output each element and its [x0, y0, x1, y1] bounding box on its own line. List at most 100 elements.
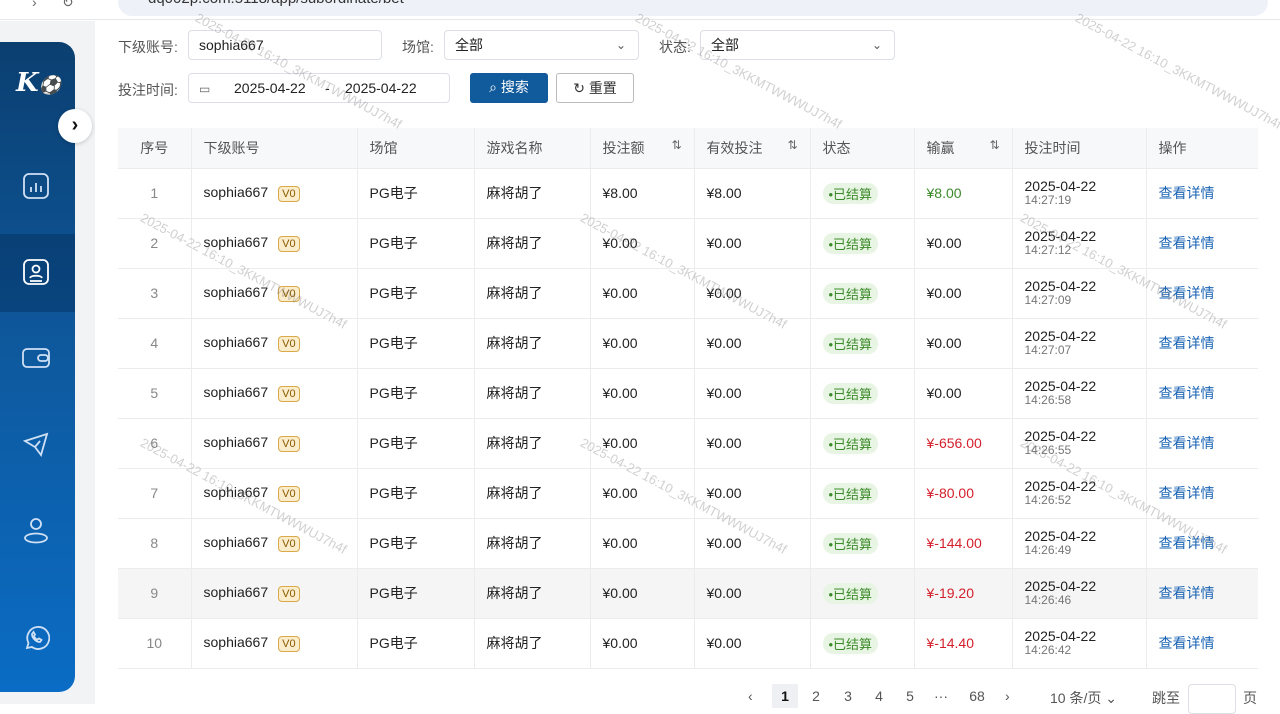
page-button[interactable]: 3: [844, 688, 852, 704]
column-header[interactable]: 输赢 ⇅: [914, 128, 1013, 169]
bet-time-cell: 2025-04-22 14:27:07: [1012, 318, 1147, 369]
vip-badge: V0: [278, 636, 300, 652]
bet-time: 14:27:19: [1024, 193, 1072, 207]
page-size-select[interactable]: 10 条/页 ⌄: [1050, 688, 1117, 708]
win-loss: ¥-144.00: [914, 518, 1013, 569]
win-loss: ¥-80.00: [914, 468, 1013, 519]
prev-page-button[interactable]: ‹: [748, 688, 753, 704]
bet-time-cell: 2025-04-22 14:26:46: [1012, 568, 1147, 619]
action-cell: 查看详情: [1146, 218, 1258, 269]
account: sophia667: [203, 384, 269, 400]
bet-amount: ¥0.00: [590, 618, 695, 669]
view-details-link[interactable]: 查看详情: [1158, 185, 1215, 201]
page-button[interactable]: ···: [934, 688, 948, 704]
view-details-link[interactable]: 查看详情: [1158, 635, 1215, 651]
table-row: 1 sophia667 V0 PG电子 麻将胡了 ¥8.00 ¥8.00 •已结算…: [118, 168, 1258, 219]
bet-date: 2025-04-22: [1024, 428, 1097, 444]
bet-time: 14:26:46: [1024, 593, 1072, 607]
status-cell: •已结算: [810, 268, 915, 319]
address-bar[interactable]: dq002p.com:5118/app/subordinate/bet: [118, 0, 1268, 16]
page-button[interactable]: 5: [906, 688, 914, 704]
sort-icon[interactable]: ⇅: [787, 137, 798, 152]
account: sophia667: [203, 184, 269, 200]
view-details-link[interactable]: 查看详情: [1158, 485, 1215, 501]
venue-cell: PG电子: [357, 318, 475, 369]
valid-bet: ¥0.00: [694, 418, 811, 469]
row-index: 6: [118, 418, 192, 469]
column-header[interactable]: 有效投注 ⇅: [694, 128, 811, 169]
bet-amount: ¥8.00: [590, 168, 695, 219]
status-badge: •已结算: [822, 382, 879, 404]
expand-sidebar-button[interactable]: ›: [58, 109, 92, 143]
user-card-icon[interactable]: [22, 258, 50, 286]
column-header[interactable]: 投注额 ⇅: [590, 128, 695, 169]
date-end[interactable]: 2025-04-22: [345, 80, 417, 96]
account: sophia667: [203, 234, 269, 250]
bet-amount: ¥0.00: [590, 468, 695, 519]
status-badge: •已结算: [822, 532, 879, 554]
date-start[interactable]: 2025-04-22: [234, 80, 306, 96]
reload-icon[interactable]: ↻: [62, 0, 74, 10]
reset-icon: ↻: [573, 80, 589, 96]
reset-button[interactable]: ↻ 重置: [556, 73, 634, 103]
jump-input[interactable]: [1188, 684, 1236, 714]
date-range-picker[interactable]: ▭ 2025-04-22 - 2025-04-22: [188, 73, 450, 103]
table-row: 6 sophia667 V0 PG电子 麻将胡了 ¥0.00 ¥0.00 •已结算…: [118, 418, 1258, 469]
bet-time-cell: 2025-04-22 14:26:58: [1012, 368, 1147, 419]
sort-icon[interactable]: ⇅: [671, 137, 682, 152]
page-button[interactable]: 1: [772, 684, 798, 708]
row-index: 10: [118, 618, 192, 669]
bet-time: 14:27:12: [1024, 243, 1072, 257]
account: sophia667: [203, 434, 269, 450]
logo[interactable]: K⚽: [16, 68, 62, 98]
search-button[interactable]: ⌕ 搜索: [470, 73, 548, 103]
wallet-icon[interactable]: [22, 344, 50, 372]
telegram-icon[interactable]: [22, 430, 50, 458]
sort-icon[interactable]: ⇅: [989, 137, 1000, 152]
row-index: 1: [118, 168, 192, 219]
bet-date: 2025-04-22: [1024, 228, 1097, 244]
game-cell: 麻将胡了: [474, 268, 591, 319]
chart-icon[interactable]: [22, 172, 50, 200]
win-loss: ¥-19.20: [914, 568, 1013, 619]
view-details-link[interactable]: 查看详情: [1158, 335, 1215, 351]
account-label: 下级账号:: [118, 39, 178, 55]
page-button[interactable]: 68: [969, 688, 985, 704]
view-details-link[interactable]: 查看详情: [1158, 385, 1215, 401]
table-row: 4 sophia667 V0 PG电子 麻将胡了 ¥0.00 ¥0.00 •已结算…: [118, 318, 1258, 369]
venue-select[interactable]: 全部 ⌄: [444, 30, 639, 60]
back-icon[interactable]: ›: [32, 0, 37, 10]
win-loss: ¥0.00: [914, 268, 1013, 319]
page-size-value: 10 条/页: [1050, 690, 1102, 706]
status-select[interactable]: 全部 ⌄: [700, 30, 895, 60]
whatsapp-icon[interactable]: [22, 624, 50, 652]
account-input[interactable]: sophia667: [188, 30, 382, 60]
status-cell: •已结算: [810, 368, 915, 419]
page-button[interactable]: 2: [812, 688, 820, 704]
view-details-link[interactable]: 查看详情: [1158, 585, 1215, 601]
user-icon[interactable]: [22, 516, 50, 544]
search-icon: ⌕: [489, 79, 501, 95]
status-cell: •已结算: [810, 618, 915, 669]
account: sophia667: [203, 584, 269, 600]
valid-bet: ¥0.00: [694, 318, 811, 369]
page-unit-label: 页: [1243, 690, 1257, 706]
table-row: 3 sophia667 V0 PG电子 麻将胡了 ¥0.00 ¥0.00 •已结算…: [118, 268, 1258, 319]
bet-amount: ¥0.00: [590, 368, 695, 419]
view-details-link[interactable]: 查看详情: [1158, 285, 1215, 301]
bet-amount: ¥0.00: [590, 318, 695, 369]
valid-bet: ¥0.00: [694, 518, 811, 569]
view-details-link[interactable]: 查看详情: [1158, 535, 1215, 551]
view-details-link[interactable]: 查看详情: [1158, 435, 1215, 451]
account-cell: sophia667 V0: [191, 218, 358, 269]
vip-badge: V0: [278, 386, 300, 402]
page-button[interactable]: 4: [875, 688, 883, 704]
bet-amount: ¥0.00: [590, 568, 695, 619]
status-badge: •已结算: [822, 282, 879, 304]
sidebar: K⚽: [0, 42, 75, 692]
view-details-link[interactable]: 查看详情: [1158, 235, 1215, 251]
column-header-label: 操作: [1158, 139, 1187, 156]
row-index: 9: [118, 568, 192, 619]
next-page-button[interactable]: ›: [1005, 688, 1010, 704]
bet-date: 2025-04-22: [1024, 178, 1097, 194]
